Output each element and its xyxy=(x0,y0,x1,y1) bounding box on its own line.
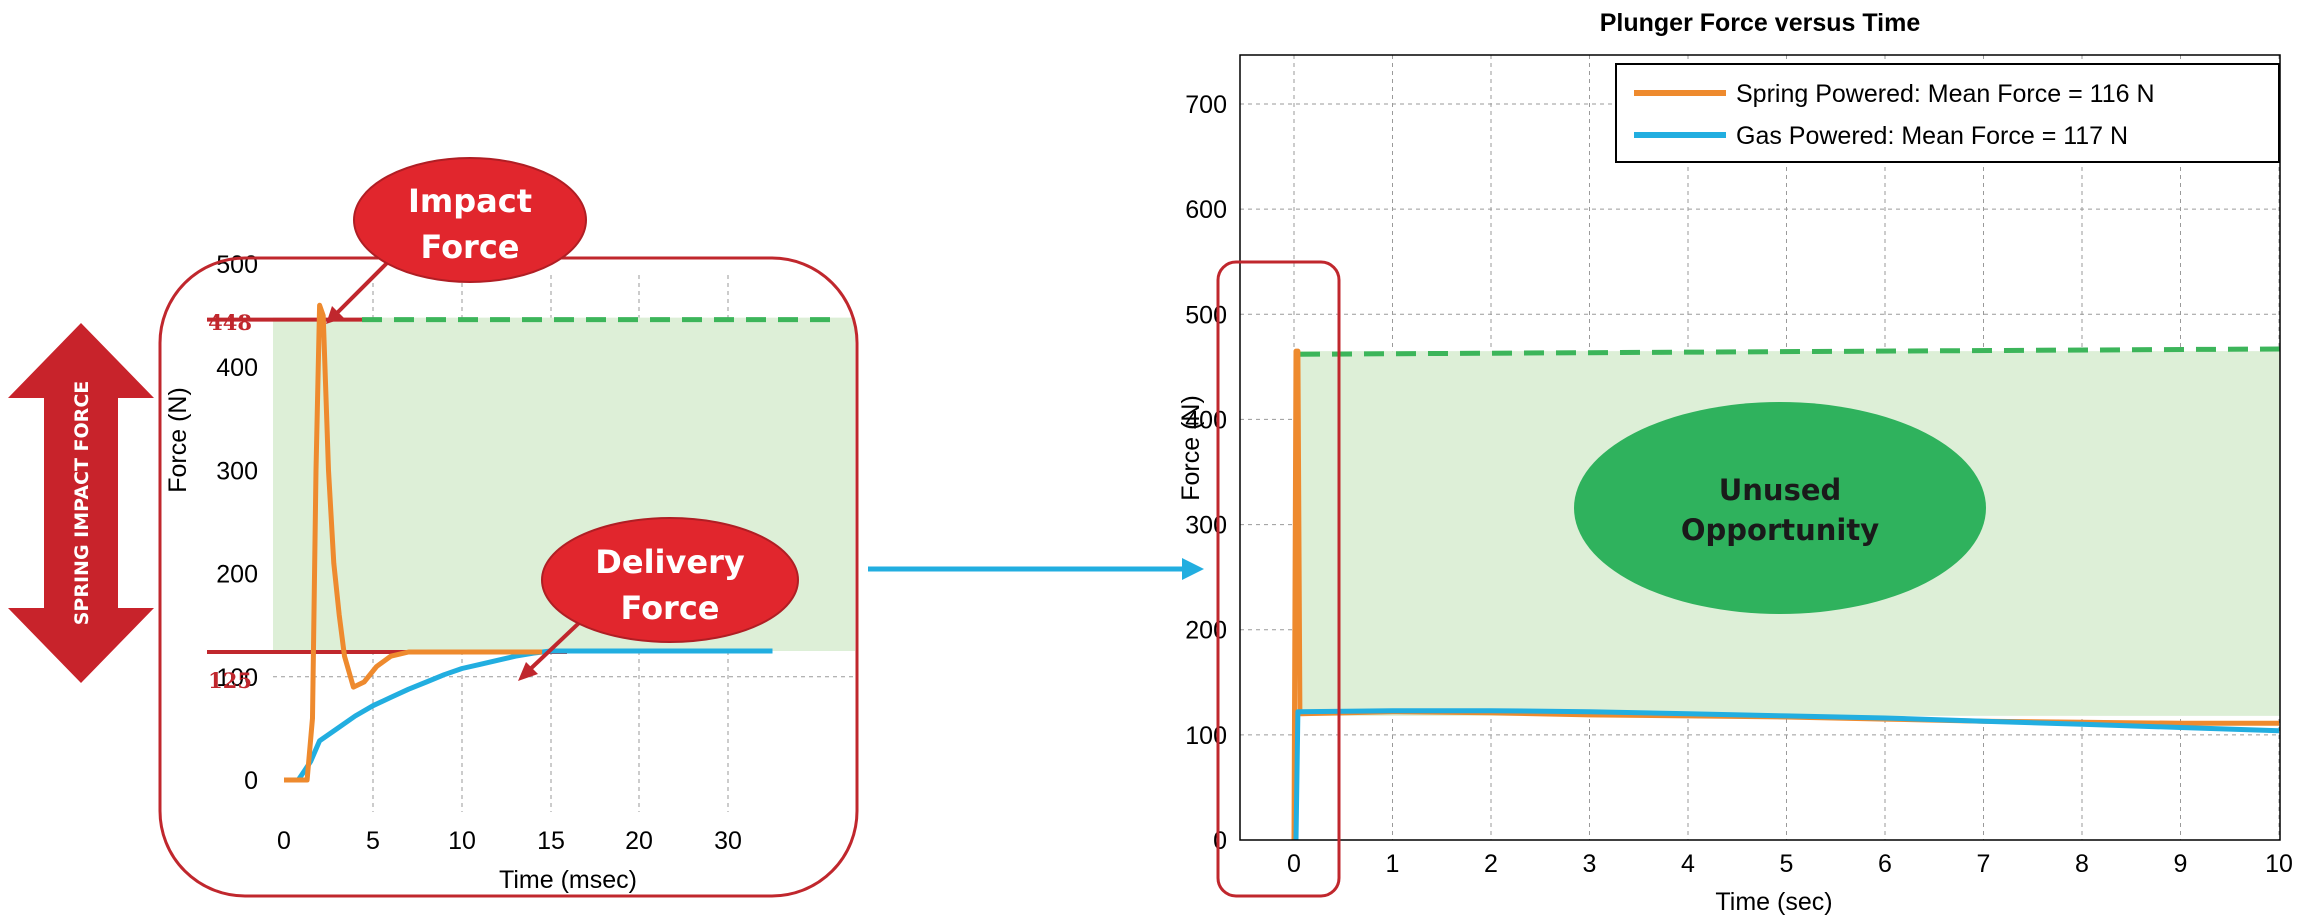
right-xtick-label: 6 xyxy=(1878,850,1892,878)
link-arrow xyxy=(868,558,1204,580)
right-highlight-frame xyxy=(1216,260,1341,898)
delivery-callout-line1: Delivery xyxy=(595,543,745,581)
right-ytick-label: 200 xyxy=(1185,617,1227,645)
right-ytick-label: 700 xyxy=(1185,91,1227,119)
right-xtick-label: 0 xyxy=(1287,850,1301,878)
right-xtick-label: 2 xyxy=(1484,850,1498,878)
right-xtick-label: 7 xyxy=(1977,850,1991,878)
right-ytick-label: 100 xyxy=(1185,722,1227,750)
unused-opportunity-bubble xyxy=(1574,402,1986,614)
right-xtick-label: 4 xyxy=(1681,850,1695,878)
spring-impact-force-label: SPRING IMPACT FORCE xyxy=(71,381,93,626)
right-ytick-label: 0 xyxy=(1213,827,1227,855)
left-xtick-label: 15 xyxy=(537,827,565,855)
right-series-gas xyxy=(1293,708,2280,840)
left-xtick-label: 30 xyxy=(714,827,742,855)
right-legend: Spring Powered: Mean Force = 116 N Gas P… xyxy=(1615,63,2280,163)
right-chart: Plunger Force versus Time 01002003004005… xyxy=(1177,9,2293,916)
left-ytick-label: 300 xyxy=(216,457,258,485)
delivery-callout-line2: Force xyxy=(621,589,720,627)
right-xtick-label: 10 xyxy=(2265,850,2293,878)
right-xtick-label: 5 xyxy=(1780,850,1794,878)
legend-label-gas: Gas Powered: Mean Force = 117 N xyxy=(1736,122,2128,150)
right-xtick-label: 1 xyxy=(1386,850,1400,878)
left-ytick-label: 200 xyxy=(216,561,258,589)
left-ylabel: Force (N) xyxy=(164,387,192,493)
left-series-gas xyxy=(284,648,773,783)
right-plot-border xyxy=(1239,54,2281,841)
right-xtick-label: 3 xyxy=(1583,850,1597,878)
right-xtick-label: 8 xyxy=(2075,850,2089,878)
right-ytick-label: 400 xyxy=(1185,406,1227,434)
left-xtick-label: 5 xyxy=(366,827,380,855)
impact-callout-line2: Force xyxy=(421,228,520,266)
left-xtick-label: 10 xyxy=(448,827,476,855)
right-xlabel: Time (sec) xyxy=(1715,888,1832,916)
impact-callout-arrowhead xyxy=(326,306,344,324)
legend-box xyxy=(1615,63,2280,163)
right-dashed-impact-line xyxy=(1299,346,2281,357)
delivery-callout-bubble xyxy=(541,517,799,643)
impact-callout-bubble xyxy=(353,157,587,283)
right-ytick-label: 300 xyxy=(1185,512,1227,540)
unused-opportunity-line1: Unused xyxy=(1719,473,1842,507)
unused-opportunity-callout: Unused Opportunity xyxy=(1574,402,1986,614)
legend-label-spring: Spring Powered: Mean Force = 116 N xyxy=(1736,80,2155,108)
left-ytick-label: 400 xyxy=(216,354,258,382)
left-ytick-label: 100 xyxy=(216,664,258,692)
delivery-callout-pointer xyxy=(522,620,582,677)
left-series-spring xyxy=(284,302,543,783)
impact-force-callout: Impact Force xyxy=(326,157,587,324)
right-ylabel: Force (N) xyxy=(1177,395,1205,501)
left-marker-label-448: 448 xyxy=(208,310,252,335)
double-arrow-shape xyxy=(8,323,154,683)
left-xlabel: Time (msec) xyxy=(499,866,637,894)
right-ytick-label: 500 xyxy=(1185,301,1227,329)
left-ytick-label: 500 xyxy=(216,251,258,279)
right-ytick-label: 600 xyxy=(1185,196,1227,224)
left-xtick-label: 0 xyxy=(277,827,291,855)
impact-callout-line1: Impact xyxy=(408,182,532,220)
left-ytick-label: 0 xyxy=(244,767,258,795)
spring-impact-force-arrow: SPRING IMPACT FORCE xyxy=(8,323,154,683)
unused-opportunity-line2: Opportunity xyxy=(1681,513,1879,547)
right-chart-title: Plunger Force versus Time xyxy=(1600,9,1921,37)
delivery-force-callout: Delivery Force xyxy=(518,517,799,681)
left-tick-labels: 0 100 200 300 400 500 0 5 10 15 20 30 xyxy=(216,251,742,855)
link-arrow-head xyxy=(1182,558,1204,580)
right-xtick-label: 9 xyxy=(2174,850,2188,878)
left-xtick-label: 20 xyxy=(625,827,653,855)
left-marker-label-125: 125 xyxy=(208,668,252,693)
delivery-callout-arrowhead xyxy=(518,662,538,681)
impact-callout-pointer xyxy=(328,260,390,322)
